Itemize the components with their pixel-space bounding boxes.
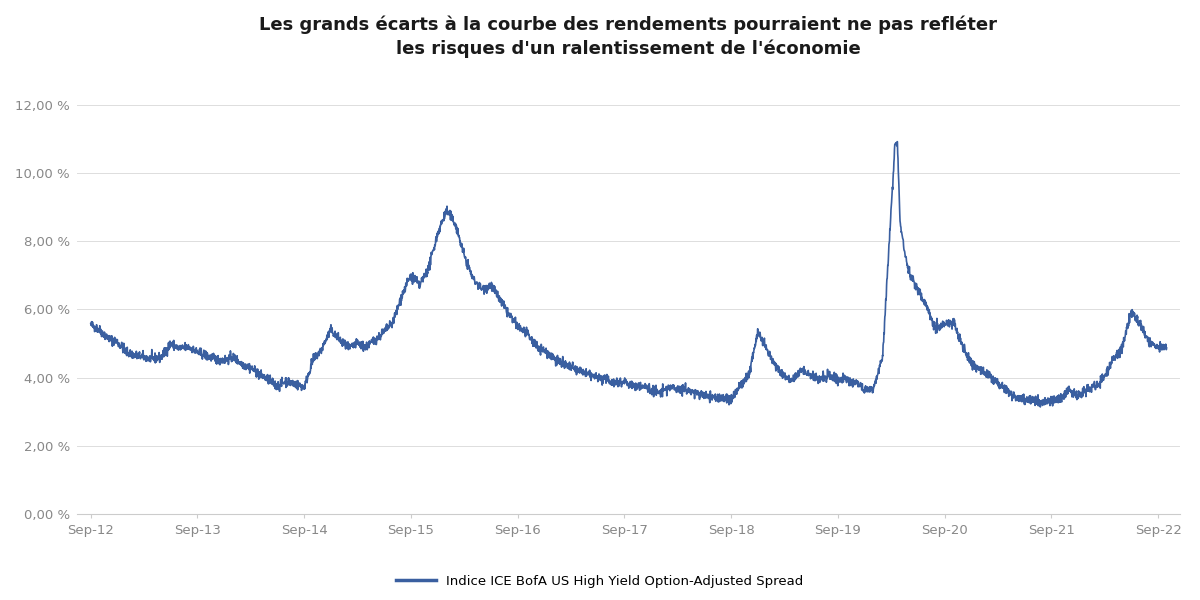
Legend: Indice ICE BofA US High Yield Option-Adjusted Spread: Indice ICE BofA US High Yield Option-Adj… bbox=[391, 570, 809, 593]
Title: Les grands écarts à la courbe des rendements pourraient ne pas refléter
les risq: Les grands écarts à la courbe des rendem… bbox=[259, 15, 997, 58]
